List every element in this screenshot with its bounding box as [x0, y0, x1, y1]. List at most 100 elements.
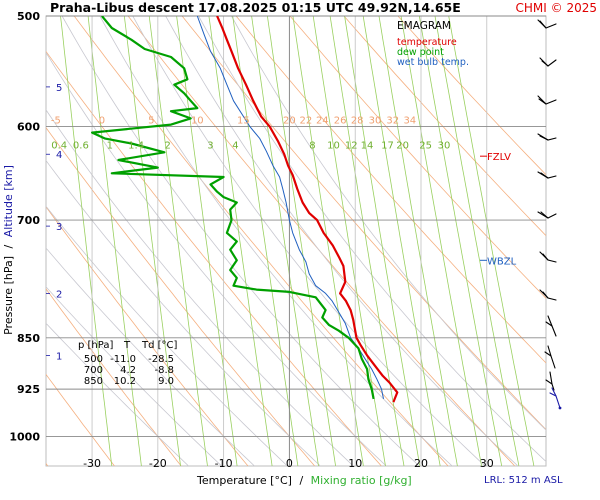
- mixing-ratio-line: [434, 16, 520, 466]
- mixing-ratio-line: [418, 16, 503, 466]
- pressure-tick-label: 500: [17, 10, 40, 23]
- series-line-temperature: [216, 16, 399, 403]
- level-marker-fzlv: FZLV: [480, 152, 511, 163]
- wind-barb: [537, 19, 557, 29]
- dry-adiabat: [46, 373, 115, 466]
- wbzl-label: WBZL: [487, 256, 517, 267]
- altitude-tick-label: 3: [56, 222, 62, 233]
- wind-barb: [537, 133, 557, 141]
- moist-adiabat: [46, 247, 255, 466]
- table-cell: 9.0: [158, 376, 174, 387]
- temperature-tick-label: 30: [480, 457, 494, 470]
- table-cell: -11.0: [110, 354, 136, 365]
- wind-barb: [537, 95, 557, 105]
- profile-series: [91, 16, 399, 403]
- wind-barb: [545, 371, 555, 391]
- pressure-tick-labels: 500 600 700 850 925 1000: [9, 10, 40, 443]
- temperature-tick-label: -20: [149, 457, 167, 470]
- dry-adiabat-label: 32: [386, 116, 399, 127]
- altitude-tick-label: 5: [56, 83, 62, 94]
- temperature-tick-label: -30: [83, 457, 101, 470]
- dry-adiabat: [289, 16, 546, 299]
- mixing-ratio-label: 14: [361, 140, 374, 151]
- temperature-tick-label: 0: [286, 457, 293, 470]
- dry-adiabat-label: 34: [403, 116, 416, 127]
- launch-level-label: LRL: 512 m ASL: [484, 475, 563, 486]
- temperature-tick-label: 20: [414, 457, 428, 470]
- altitude-tick-label: 1: [56, 351, 62, 362]
- x-axis-label-separator: /: [299, 474, 303, 487]
- mixing-ratio-line: [400, 16, 482, 466]
- moist-adiabat: [198, 16, 546, 463]
- dry-adiabat: [46, 127, 316, 466]
- dry-adiabat: [343, 16, 546, 237]
- dry-adiabat: [127, 16, 516, 466]
- chart-title: Praha-Libus descent 17.08.2025 01:15 UTC…: [50, 0, 461, 15]
- wind-barb: [545, 315, 557, 337]
- dry-adiabat-label: 5: [148, 116, 154, 127]
- pressure-tick-label: 925: [17, 383, 40, 396]
- series-line-dew-point: [91, 16, 375, 400]
- mixing-ratio-line: [232, 16, 299, 466]
- x-axis-label-temperature: Temperature [°C]: [196, 474, 292, 487]
- temperature-tick-label: 10: [348, 457, 362, 470]
- moist-adiabat: [46, 322, 189, 466]
- moist-adiabat: [46, 205, 288, 466]
- mixing-ratio-line: [378, 16, 458, 466]
- wind-barb: [537, 171, 557, 179]
- mixing-ratio-label: 4: [232, 140, 238, 151]
- wind-barb: [539, 57, 557, 67]
- legend: EMAGRAM temperature dew point wet bulb t…: [397, 20, 469, 68]
- mixing-ratio-line: [87, 16, 142, 466]
- data-table: p [hPa] T Td [°C] 500 -11.0 -28.5 700 4.…: [78, 340, 178, 387]
- table-header-t: T: [123, 340, 131, 351]
- x-axis-label-mixing-ratio: Mixing ratio [g/kg]: [311, 474, 412, 487]
- level-marker-wbzl: WBZL: [480, 256, 517, 267]
- temperature-tick-labels: -30 -20 -10 0 10 20 30: [83, 457, 494, 470]
- dry-adiabat-label: 26: [334, 116, 347, 127]
- legend-item-dew-point: dew point: [397, 47, 444, 58]
- temperature-tick-label: -10: [215, 457, 233, 470]
- altitude-tick-labels: 1 2 3 4 5: [46, 83, 62, 362]
- copyright-label: CHMI © 2025: [516, 1, 597, 15]
- mixing-ratio-line: [123, 16, 181, 466]
- mixing-ratio-line: [362, 16, 441, 466]
- dry-adiabat: [46, 206, 249, 466]
- mixing-ratio-line: [448, 16, 535, 466]
- mixing-ratio-label: 20: [396, 140, 409, 151]
- pressure-tick-label: 700: [17, 214, 40, 227]
- mixing-ratio-label: 1: [107, 140, 113, 151]
- mixing-ratio-line: [329, 16, 405, 466]
- mixing-ratio-label: 12: [345, 140, 358, 151]
- wind-barb: [537, 211, 557, 219]
- mixing-ratio-label: 0.4: [51, 140, 67, 151]
- wind-barb: [539, 251, 557, 263]
- dry-adiabat-label: 24: [316, 116, 329, 127]
- dry-adiabat: [46, 288, 182, 466]
- svg-text:Pressure [hPa] / A: Pressure [hPa] / Altitude [km]: [2, 165, 15, 335]
- mixing-ratio-line: [344, 16, 421, 466]
- mixing-ratio-line: [267, 16, 336, 466]
- mixing-ratio-label: 30: [438, 140, 451, 151]
- mixing-ratio-label: 8: [309, 140, 315, 151]
- svg-text:Temperature [°C] /: Temperature [°C] / Mixing ratio [g/kg]: [196, 474, 412, 487]
- mixing-ratio-line: [148, 16, 208, 466]
- mixing-ratio-line: [292, 16, 364, 466]
- dry-adiabat-label: 30: [369, 116, 382, 127]
- moist-adiabat: [132, 16, 486, 466]
- y-axis-label-altitude: Altitude [km]: [2, 165, 15, 237]
- moist-adiabat: [46, 159, 321, 466]
- wind-barb: [539, 289, 557, 301]
- altitude-tick-label: 4: [56, 150, 62, 161]
- moist-adiabat: [46, 286, 222, 466]
- mixing-ratio-label: 0.6: [73, 140, 89, 151]
- mixing-ratio-label: 1.4: [128, 140, 144, 151]
- table-cell: 500: [84, 354, 103, 365]
- isoline-labels: -5 0 5 10 15 20 22 24 26 28 30 32 340.4 0.6 1 1.4 2 3 4 8 10…: [51, 116, 451, 152]
- dry-adiabat: [397, 16, 546, 176]
- mixing-ratio-label: 25: [419, 140, 432, 151]
- table-cell: 700: [84, 365, 103, 376]
- mixing-ratio-line: [251, 16, 319, 466]
- table-cell: -8.8: [154, 365, 174, 376]
- legend-title: EMAGRAM: [397, 20, 451, 32]
